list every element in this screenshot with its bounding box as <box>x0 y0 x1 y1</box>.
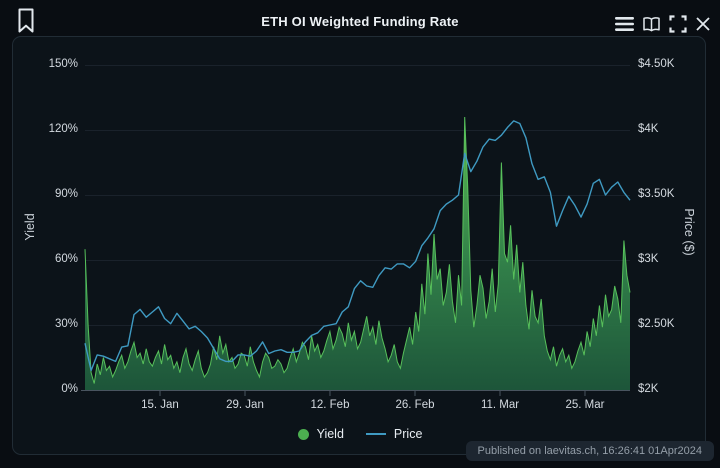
legend-item-yield[interactable]: Yield <box>297 427 344 441</box>
close-icon[interactable] <box>695 16 711 32</box>
y-right-tick-label: $3K <box>638 253 659 265</box>
titlebar-actions <box>615 15 711 33</box>
x-tick-label: 15. Jan <box>141 399 179 411</box>
legend: Yield Price <box>0 427 720 441</box>
axis-layer <box>81 390 630 396</box>
y-left-tick-label: 30% <box>54 318 78 330</box>
y-right-tick-label: $3.50K <box>638 188 675 200</box>
x-tick-label: 12. Feb <box>310 399 350 411</box>
y-left-tick-label: 120% <box>48 123 78 135</box>
fullscreen-icon[interactable] <box>669 15 687 33</box>
price-line-swatch <box>365 433 386 435</box>
y-right-tick-label: $4.50K <box>638 58 675 70</box>
bookmark-icon[interactable] <box>16 7 36 34</box>
page-title: ETH OI Weighted Funding Rate <box>261 14 459 29</box>
x-tick-label: 29. Jan <box>226 399 264 411</box>
y-left-tick-label: 0% <box>61 383 78 395</box>
publish-badge: Published on laevitas.ch, 16:26:41 01Apr… <box>465 441 714 461</box>
book-icon[interactable] <box>642 16 661 33</box>
menu-icon[interactable] <box>615 16 634 32</box>
x-tick-label: 26. Feb <box>395 399 435 411</box>
y-left-tick-label: 90% <box>54 188 78 200</box>
y-right-axis-title: Price ($) <box>682 208 696 256</box>
y-left-tick-label: 150% <box>48 58 78 70</box>
x-tick-label: 25. Mar <box>565 399 605 411</box>
series-layer <box>84 116 631 390</box>
y-left-tick-label: 60% <box>54 253 78 265</box>
x-tick-label: 11. Mar <box>480 399 520 411</box>
y-left-axis-title: Yield <box>23 213 37 241</box>
y-right-tick-label: $4K <box>638 123 659 135</box>
y-right-tick-label: $2.50K <box>638 318 675 330</box>
legend-label-yield: Yield <box>316 427 344 441</box>
legend-label-price: Price <box>393 427 423 441</box>
legend-item-price[interactable]: Price <box>365 427 423 441</box>
y-right-tick-label: $2K <box>638 383 659 395</box>
yield-dot-swatch <box>297 428 309 440</box>
